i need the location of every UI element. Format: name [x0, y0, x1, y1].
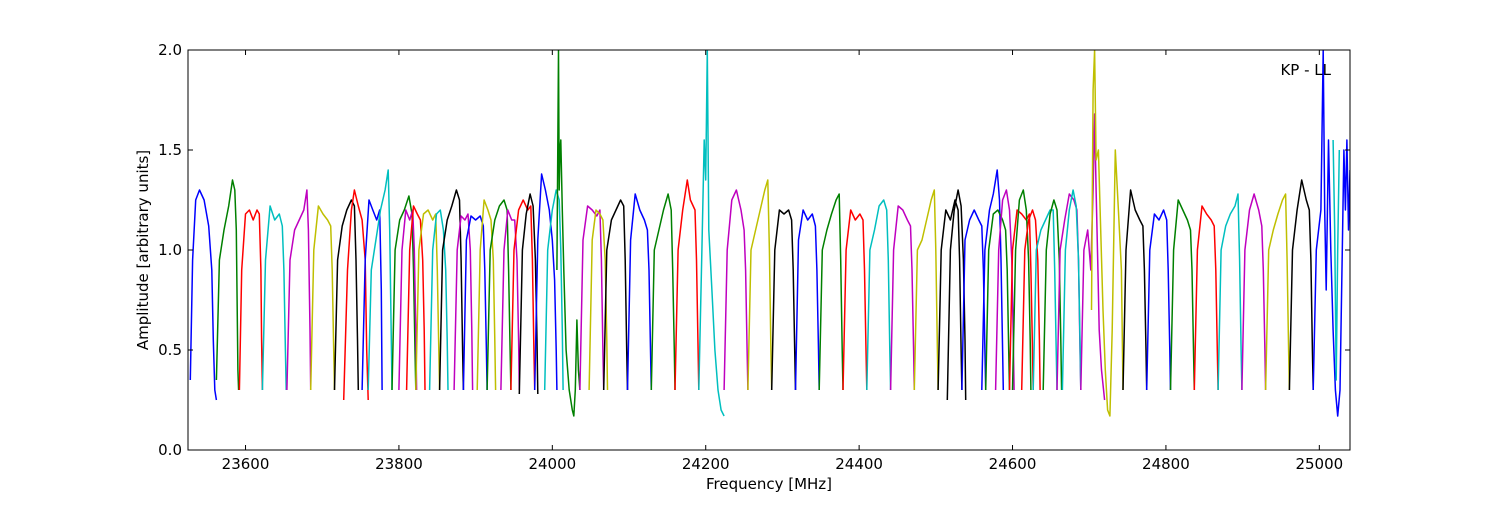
x-tick-label: 24200	[682, 455, 730, 473]
series-line-26	[556, 50, 581, 417]
series-line-37	[794, 209, 820, 391]
series-line-63	[1241, 193, 1267, 391]
series-line-48	[994, 189, 1015, 391]
series-line-50	[1011, 189, 1032, 391]
series-line-39	[842, 209, 868, 391]
series-line-65	[1288, 179, 1314, 391]
series-line-5	[286, 189, 312, 391]
y-tick-label: 1.0	[158, 241, 182, 259]
y-tick-label: 0.5	[158, 341, 182, 359]
series-line-30	[626, 193, 653, 391]
series-line-45	[961, 209, 987, 391]
series-line-9	[361, 199, 383, 391]
series-line-58	[1122, 189, 1148, 391]
series-line-66	[1312, 50, 1344, 417]
y-tick-label: 2.0	[158, 41, 182, 59]
series-line-15	[428, 209, 449, 391]
series-line-1	[189, 189, 218, 401]
series-line-32	[674, 179, 700, 391]
series-line-24	[533, 173, 558, 391]
series-line-11	[391, 195, 417, 391]
series-line-68	[1341, 139, 1350, 251]
x-axis-label: Frequency [MHz]	[706, 475, 832, 493]
series-line-35	[747, 179, 773, 391]
series-line-20	[486, 199, 512, 391]
series-line-17	[453, 213, 474, 391]
series-line-29	[602, 199, 629, 391]
plot-frame	[187, 49, 1351, 451]
series-line-31	[650, 193, 676, 391]
series-line-21	[500, 209, 521, 391]
y-tick-label: 1.5	[158, 141, 182, 159]
series-line-14	[415, 209, 441, 391]
series-layer	[189, 50, 1350, 417]
series-line-43	[937, 199, 963, 391]
series-line-7	[333, 199, 360, 391]
series-line-16	[438, 189, 465, 391]
x-tick-label: 24000	[528, 455, 576, 473]
series-line-62	[1217, 193, 1243, 391]
x-tick-label: 23600	[222, 455, 270, 473]
x-tick-label: 25000	[1295, 455, 1343, 473]
series-line-4	[261, 205, 287, 391]
series-line-27	[579, 205, 605, 391]
series-line-46	[981, 169, 1005, 391]
series-line-6	[309, 205, 336, 391]
series-line-13	[405, 205, 426, 391]
series-line-64	[1264, 193, 1291, 391]
series-line-57	[1090, 50, 1124, 417]
series-line-41	[889, 205, 916, 391]
y-tick-label: 0.0	[158, 441, 182, 459]
series-line-22	[510, 199, 536, 391]
series-line-52	[1032, 209, 1058, 391]
series-line-33	[698, 50, 725, 417]
series-line-59	[1145, 209, 1172, 391]
series-line-10	[367, 169, 393, 391]
series-line-47	[984, 209, 1011, 391]
series-line-38	[818, 193, 844, 391]
series-line-8	[342, 189, 369, 401]
x-tick-label: 24800	[1142, 455, 1190, 473]
series-line-67	[1332, 139, 1341, 381]
x-tick-label: 23800	[375, 455, 423, 473]
series-line-19	[476, 199, 497, 391]
series-line-40	[866, 199, 892, 391]
series-line-36	[770, 209, 797, 391]
series-line-2	[215, 179, 240, 391]
chart-annotation: KP - LL	[1280, 61, 1331, 79]
series-line-34	[723, 189, 749, 391]
series-line-61	[1193, 205, 1219, 391]
series-line-12	[398, 209, 418, 391]
series-line-60	[1169, 199, 1196, 391]
series-line-55	[1061, 189, 1082, 391]
series-line-53	[1042, 199, 1063, 391]
series-line-42	[913, 189, 939, 391]
series-line-3	[238, 209, 264, 391]
x-tick-label: 24600	[989, 455, 1037, 473]
series-line-56	[1080, 113, 1106, 401]
x-tick-label: 24400	[835, 455, 883, 473]
series-line-28	[588, 209, 609, 391]
series-line-44	[946, 189, 967, 401]
axis-layer: 23600 23800 24000 24200 24400 24600 24800 25000…	[158, 41, 1350, 473]
series-line-18	[462, 215, 488, 391]
series-line-51	[1020, 209, 1041, 391]
y-axis-label: Amplitude [arbitrary units]	[134, 150, 152, 350]
